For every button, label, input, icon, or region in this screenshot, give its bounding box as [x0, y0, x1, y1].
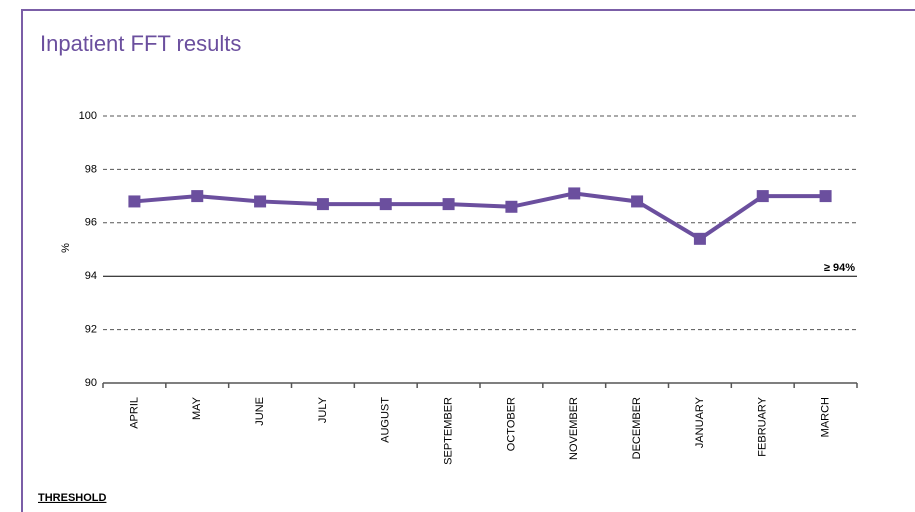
y-tick-label: 90 [85, 377, 97, 389]
x-tick-label: JULY [317, 396, 329, 423]
x-tick-label: FEBRUARY [757, 396, 769, 456]
data-point [505, 200, 518, 213]
x-tick-label: JANUARY [694, 396, 706, 448]
threshold-label: ≥ 94% [824, 262, 855, 274]
x-tick-label: OCTOBER [505, 397, 517, 451]
data-point [316, 198, 329, 211]
x-tick-label: MARCH [819, 397, 831, 437]
x-tick-label: APRIL [128, 397, 140, 429]
footer-note: THRESHOLD [38, 492, 107, 504]
chart-title: Inpatient FFT results [40, 31, 241, 56]
data-point [442, 198, 455, 211]
y-tick-label: 96 [85, 217, 97, 229]
x-tick-label: DECEMBER [631, 397, 643, 459]
y-tick-label: 100 [79, 110, 97, 122]
data-point [379, 198, 392, 211]
x-tick-label: MAY [191, 396, 203, 420]
x-tick-label: AUGUST [380, 397, 392, 443]
data-point [693, 232, 706, 245]
x-tick-label: JUNE [254, 397, 266, 426]
data-point [819, 190, 832, 203]
data-line [134, 191, 826, 242]
x-tick-label: NOVEMBER [568, 397, 580, 460]
data-point [191, 190, 204, 203]
data-point [254, 195, 267, 208]
x-tick-label: SEPTEMBER [442, 397, 454, 465]
y-axis-label: % [60, 243, 72, 253]
y-tick-label: 94 [85, 270, 97, 282]
data-point [756, 190, 769, 203]
y-tick-label: 92 [85, 324, 97, 336]
y-tick-label: 98 [85, 163, 97, 175]
data-point [568, 187, 581, 200]
data-point [631, 195, 644, 208]
data-point [128, 195, 141, 208]
frame [21, 9, 915, 512]
